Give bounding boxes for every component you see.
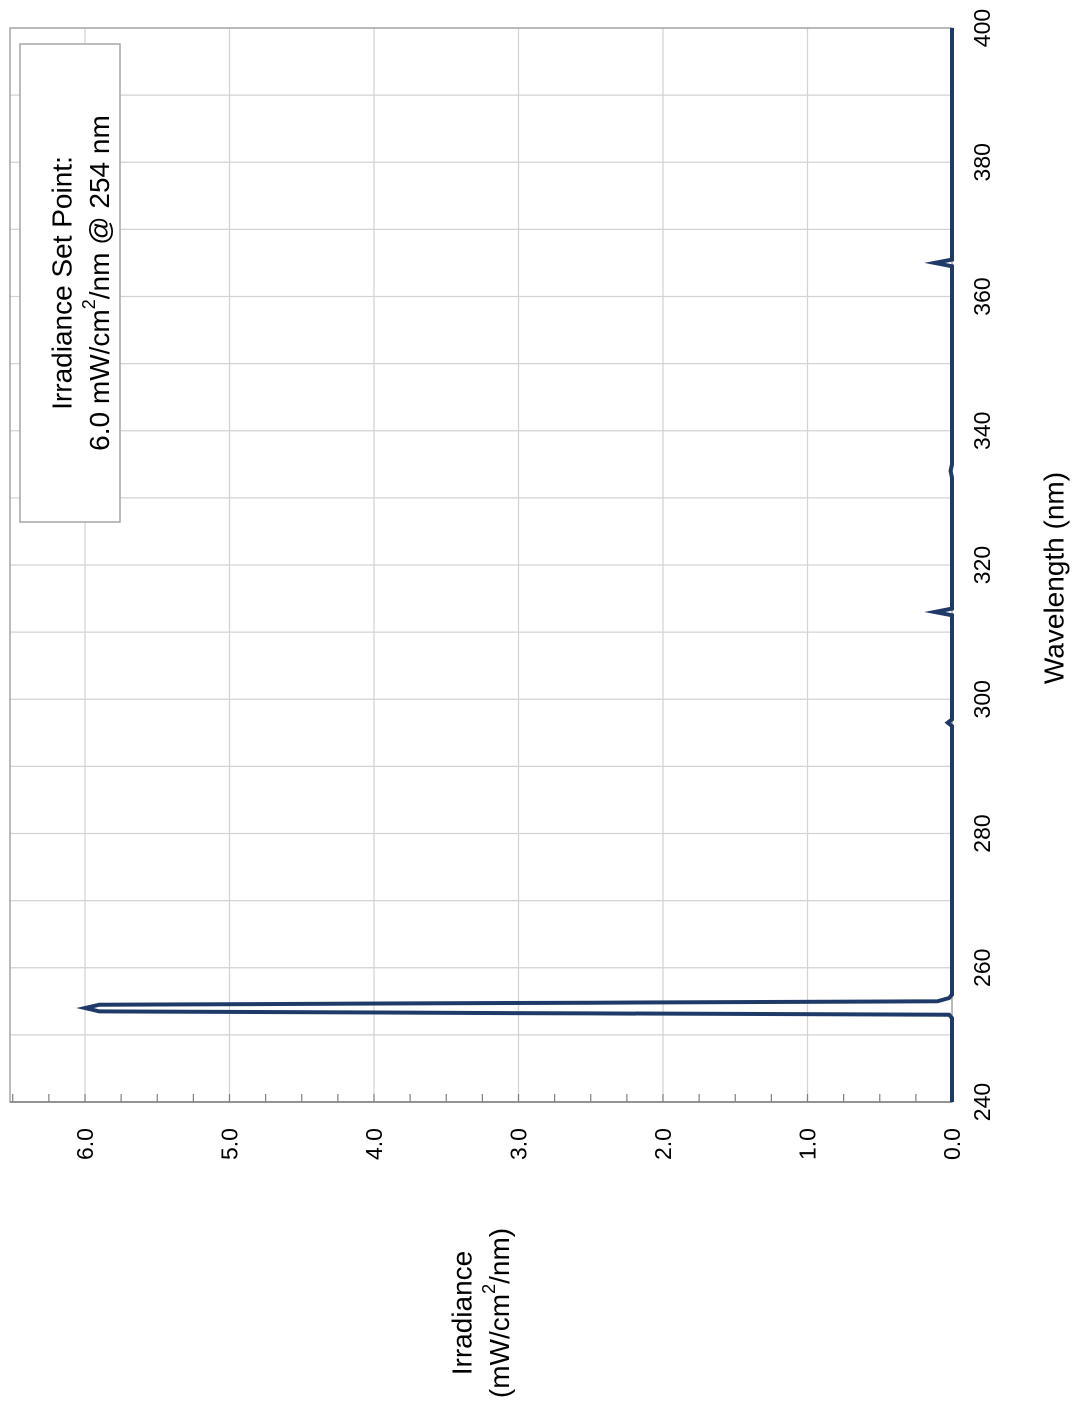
- annotation-line-2-pre: 6.0 mW/cm: [84, 309, 115, 451]
- y-axis-title-line-2: (mW/cm2/nm): [479, 1228, 515, 1398]
- wavelength-tick-label: 360: [969, 277, 995, 315]
- wavelength-tick-label: 380: [969, 143, 995, 181]
- y-axis-title-line-2-pre: (mW/cm: [484, 1294, 515, 1398]
- wavelength-tick-label: 400: [969, 9, 995, 47]
- wavelength-tick-label: 300: [969, 680, 995, 718]
- wavelength-tick-label: 340: [969, 412, 995, 450]
- irradiance-tick-label: 6.0: [72, 1128, 98, 1160]
- irradiance-tick-label: 3.0: [506, 1128, 532, 1160]
- y-axis-title-line-1: Irradiance: [447, 1251, 478, 1376]
- irradiance-tick-label: 2.0: [650, 1128, 676, 1160]
- irradiance-tick-label: 0.0: [939, 1128, 965, 1160]
- annotation-box: Irradiance Set Point: 6.0 mW/cm2/nm @ 25…: [19, 43, 121, 523]
- annotation-line-1: Irradiance Set Point:: [47, 156, 78, 410]
- irradiance-tick-label: 4.0: [361, 1128, 387, 1160]
- annotation-line-2: 6.0 mW/cm2/nm @ 254 nm: [79, 115, 115, 451]
- x-axis-title: Wavelength (nm): [1039, 472, 1070, 684]
- series: [76, 28, 954, 1102]
- y-axis-title: Irradiance (mW/cm2/nm): [447, 1228, 515, 1398]
- wavelength-tick-label: 260: [969, 949, 995, 987]
- annotation-border: [19, 43, 121, 523]
- irradiance-tick-label: 5.0: [217, 1128, 243, 1160]
- annotation-line-2-post: /nm @ 254 nm: [84, 115, 115, 299]
- axes: 0.0 1.0 2.0 3.0 4.0 5.0 6.0 240 260 280 300 320 340 3…: [10, 9, 995, 1160]
- wavelength-tick-label: 280: [969, 814, 995, 852]
- wavelength-tick-label: 240: [969, 1083, 995, 1121]
- irradiance-series-line: [76, 28, 954, 1102]
- y-axis-title-line-2-sup: 2: [479, 1284, 499, 1294]
- irradiance-tick-label: 1.0: [795, 1128, 821, 1160]
- y-axis-title-line-2-post: /nm): [484, 1228, 515, 1284]
- annotation-line-2-sup: 2: [79, 299, 99, 309]
- wavelength-tick-label: 320: [969, 546, 995, 584]
